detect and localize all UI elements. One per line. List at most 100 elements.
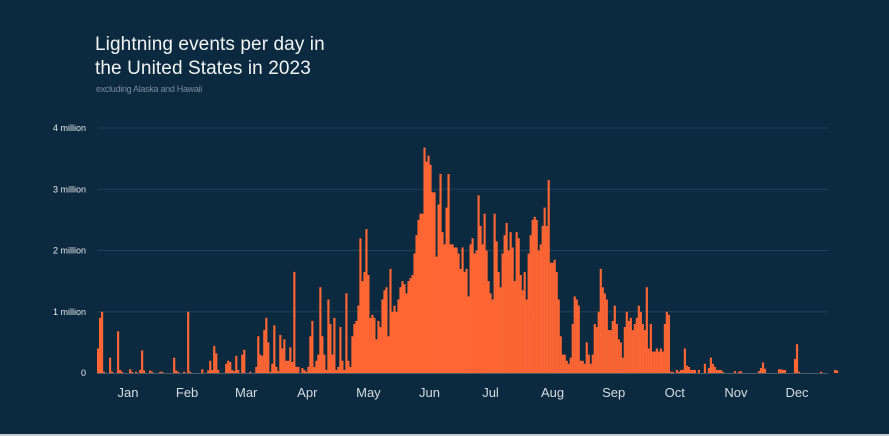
day-bar bbox=[307, 366, 310, 374]
day-bar bbox=[719, 369, 722, 373]
day-bar bbox=[271, 363, 274, 373]
day-bar bbox=[411, 275, 414, 373]
day-bar bbox=[525, 299, 528, 373]
x-tick-label-may: May bbox=[356, 385, 381, 400]
day-bar bbox=[657, 351, 660, 373]
day-bar bbox=[511, 247, 514, 373]
day-bar bbox=[555, 271, 558, 373]
day-bar bbox=[359, 238, 362, 373]
day-bar bbox=[533, 216, 536, 373]
day-bar bbox=[309, 336, 312, 373]
day-bar bbox=[683, 348, 686, 373]
day-bar bbox=[487, 281, 490, 374]
day-bar bbox=[463, 271, 466, 373]
day-bar bbox=[621, 357, 624, 373]
day-bar bbox=[323, 354, 326, 374]
chart-title-line-2: the United States in 2023 bbox=[95, 58, 311, 79]
day-bar bbox=[311, 320, 314, 373]
day-bar bbox=[553, 259, 556, 373]
day-bar bbox=[243, 349, 246, 373]
day-bar bbox=[615, 324, 618, 373]
y-tick-label: 2 million bbox=[53, 246, 86, 256]
day-bar bbox=[435, 256, 438, 374]
day-bar bbox=[685, 365, 688, 373]
day-bar bbox=[529, 235, 532, 373]
day-bar bbox=[521, 290, 524, 373]
day-bar bbox=[283, 339, 286, 373]
day-bar bbox=[783, 369, 787, 373]
day-bar bbox=[99, 317, 102, 374]
day-bar bbox=[461, 247, 464, 373]
day-bar bbox=[585, 342, 588, 374]
day-bar bbox=[349, 366, 352, 374]
day-bar bbox=[397, 299, 400, 373]
day-bar bbox=[557, 299, 560, 373]
day-bar bbox=[333, 317, 336, 374]
day-bar bbox=[175, 370, 178, 373]
day-bar bbox=[603, 293, 606, 374]
day-bar bbox=[565, 360, 568, 373]
day-bar bbox=[777, 369, 781, 373]
day-bar bbox=[339, 327, 342, 373]
day-bar bbox=[399, 287, 402, 373]
day-bar bbox=[665, 311, 668, 373]
day-bar bbox=[479, 226, 482, 373]
day-bar bbox=[469, 244, 472, 374]
day-bar bbox=[401, 281, 404, 374]
x-tick-label-sep: Sep bbox=[602, 385, 625, 400]
day-bar bbox=[637, 305, 640, 374]
day-bar bbox=[577, 305, 580, 374]
chart-subtitle: excluding Alaska and Hawaii bbox=[96, 84, 202, 94]
day-bar bbox=[689, 369, 692, 373]
day-bar bbox=[549, 262, 552, 373]
day-bar bbox=[475, 250, 478, 373]
day-bar bbox=[337, 366, 340, 374]
day-bar bbox=[421, 213, 424, 373]
day-bar bbox=[281, 348, 284, 373]
chart-title-line-1: Lightning events per day in bbox=[95, 34, 325, 55]
day-bar bbox=[327, 299, 330, 373]
day-bar bbox=[481, 244, 484, 374]
day-bar bbox=[211, 369, 214, 373]
day-bar bbox=[293, 271, 296, 373]
day-bar bbox=[595, 327, 598, 373]
day-bar bbox=[215, 353, 218, 373]
day-bar bbox=[103, 371, 106, 373]
day-bar bbox=[275, 366, 278, 374]
day-bar bbox=[457, 253, 460, 373]
day-bar bbox=[453, 247, 456, 373]
day-bar bbox=[641, 324, 644, 373]
day-bar bbox=[491, 299, 494, 373]
day-bar bbox=[135, 371, 138, 373]
day-bar bbox=[121, 371, 124, 373]
day-bar bbox=[587, 354, 590, 374]
day-bar bbox=[527, 253, 530, 373]
day-bar bbox=[601, 287, 604, 373]
day-bar bbox=[117, 331, 120, 373]
day-bar bbox=[385, 287, 388, 373]
day-bar bbox=[305, 371, 308, 373]
day-bar bbox=[537, 250, 540, 373]
day-bar bbox=[563, 354, 566, 374]
day-bar bbox=[675, 369, 678, 373]
day-bar bbox=[441, 232, 444, 374]
day-bar bbox=[697, 369, 700, 373]
day-bar bbox=[495, 241, 498, 373]
day-bar bbox=[733, 371, 737, 373]
day-bar bbox=[459, 268, 462, 374]
day-bar bbox=[667, 314, 670, 373]
day-bar bbox=[713, 366, 716, 374]
bars bbox=[97, 147, 839, 374]
day-bar bbox=[347, 360, 350, 373]
day-bar bbox=[201, 369, 204, 373]
x-tick-label-jul: Jul bbox=[482, 385, 499, 400]
day-bar bbox=[375, 339, 378, 373]
day-bar bbox=[633, 324, 636, 373]
day-bar bbox=[149, 370, 152, 373]
day-bar bbox=[151, 371, 154, 373]
day-bar bbox=[217, 369, 220, 373]
bottom-border bbox=[0, 434, 889, 436]
x-axis-labels: Jan Feb Mar Apr May Jun Jul Aug Sep Oct Nov Dec bbox=[118, 385, 810, 400]
day-bar bbox=[353, 324, 356, 373]
day-bar bbox=[365, 229, 368, 373]
